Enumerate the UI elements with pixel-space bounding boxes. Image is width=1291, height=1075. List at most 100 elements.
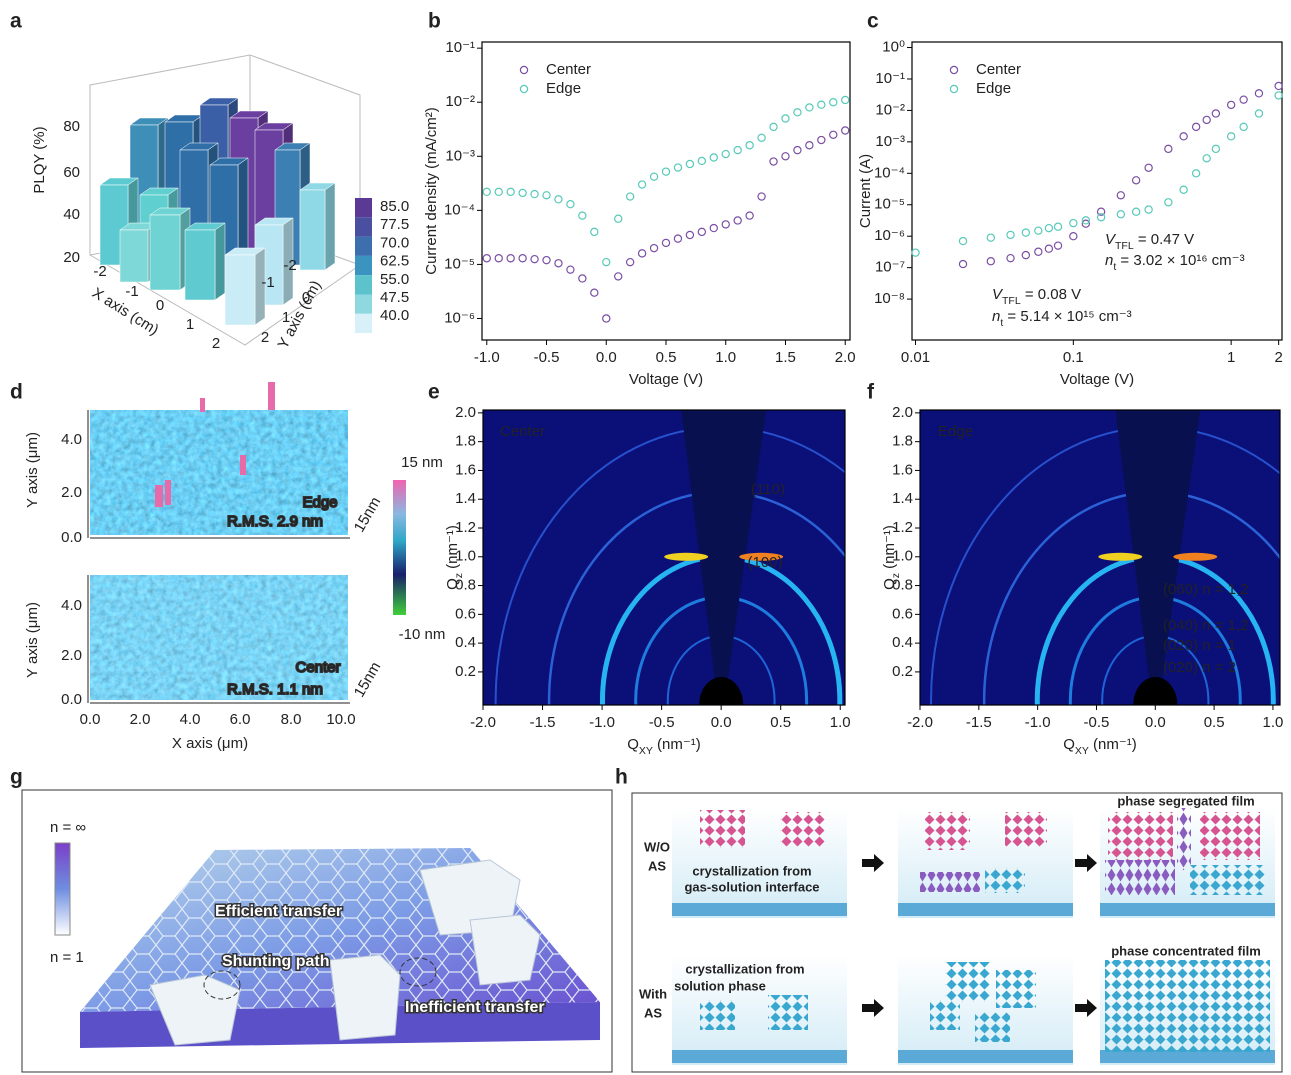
data-point [578, 274, 587, 283]
data-point [769, 157, 778, 166]
phase-blocks [149, 859, 541, 1046]
data-point [566, 199, 575, 209]
panel-label: b [428, 10, 441, 33]
bar3d-plot [89, 54, 361, 346]
colorbar-band [355, 217, 372, 237]
data-point [721, 149, 730, 159]
arrow [862, 999, 884, 1017]
data-point [1211, 109, 1221, 118]
colorbar-tick: 47.5 [380, 289, 409, 306]
x-tick-label: -1.5 [966, 714, 992, 731]
row-label: AS [644, 1005, 662, 1020]
data-point [602, 257, 611, 267]
beam-stop [699, 677, 744, 705]
crystal-cluster [945, 962, 990, 1002]
image-label: Center [500, 423, 545, 440]
rms: R.M.S. 1.1 nm [227, 681, 323, 698]
legend-marker [949, 65, 959, 75]
y-tick-label: 10⁻⁶ [444, 309, 475, 326]
data-point [661, 167, 671, 176]
data-point [697, 156, 707, 166]
data-point [733, 145, 742, 155]
afm-image [90, 575, 348, 700]
x-tick-label: 1.0 [715, 349, 736, 366]
label-part: (nm⁻¹) [881, 525, 898, 573]
axis-label: nt = 3.02 × 10¹⁶ cm⁻³ [1105, 252, 1245, 273]
data-point [542, 191, 551, 200]
substrate [672, 903, 847, 916]
data-point [757, 133, 766, 142]
y-tick-label: 2.0 [892, 404, 913, 421]
colorbar-band [355, 275, 372, 295]
data-point [506, 254, 515, 263]
crystal-cluster [930, 1000, 960, 1030]
substrate [672, 1050, 847, 1063]
y-tick-label: 0.8 [892, 577, 913, 594]
label-part: (nm⁻¹) [1089, 736, 1137, 753]
data-point [1254, 89, 1264, 98]
crystal-cluster [1105, 860, 1175, 895]
label-part: Q [627, 736, 639, 753]
data-point [986, 257, 996, 266]
x-tick-label: 0.0 [1145, 714, 1166, 731]
y-tick-label: 10⁻² [445, 93, 475, 110]
panel-label: d [10, 381, 23, 404]
data-point [793, 108, 802, 117]
x-tick-label: 0.0 [711, 714, 732, 731]
data-point [709, 153, 718, 162]
annotation: (060) n = 1,2 [1163, 581, 1248, 598]
data-point [673, 234, 683, 243]
y-tick-label: 10⁻⁵ [444, 255, 475, 272]
y-tick-label: 0.4 [455, 634, 476, 651]
result: phase concentrated film [1111, 943, 1261, 958]
legend-marker [519, 84, 529, 94]
data-point [1239, 122, 1248, 132]
crystal-cluster [1108, 812, 1173, 860]
colorbar-tick: 77.5 [380, 216, 409, 233]
crystal-cluster [1105, 960, 1270, 1052]
bar3d [149, 207, 191, 291]
hot-spot [664, 552, 709, 561]
data-point [649, 172, 659, 181]
colorbar-band [355, 294, 372, 314]
panel-label: h [615, 766, 628, 789]
data-point [1274, 91, 1283, 100]
data-point [911, 248, 920, 257]
bar-front [149, 214, 181, 291]
data-point [1006, 230, 1015, 240]
data-point [805, 103, 814, 112]
x-tick-label: 1.0 [1263, 714, 1284, 731]
y-tick-label: 1.4 [892, 490, 913, 507]
note: crystallization from [692, 863, 811, 878]
y-tick: 1 [282, 309, 290, 326]
y-tick-label: 1.4 [455, 490, 476, 507]
data-point [1179, 185, 1188, 194]
data-point [554, 195, 563, 204]
data-point [841, 95, 850, 105]
x-tick: 1 [186, 316, 194, 333]
crystal-cluster [920, 872, 980, 892]
bar-side [214, 222, 226, 301]
label-part: = 0.08 V [1021, 286, 1081, 303]
data-point [661, 238, 671, 248]
crystal-cluster [985, 868, 1025, 893]
crystal-cluster [1177, 808, 1191, 870]
row-label: With [639, 986, 667, 1001]
y-tick: 0 [302, 289, 310, 306]
y-tick-label: 0.4 [892, 634, 913, 651]
legend-label: Edge [976, 80, 1011, 97]
colorbar-top: n = ∞ [50, 819, 86, 836]
substrate [1100, 903, 1275, 916]
label-part: TFL [1002, 295, 1021, 307]
data-point [685, 159, 695, 169]
data-point [781, 152, 790, 161]
legend-label: Edge [546, 80, 581, 97]
x-tick: 2 [212, 335, 220, 352]
data-point [1034, 226, 1043, 235]
y-tick-label: 10⁻⁷ [875, 259, 905, 276]
panel-label: e [428, 381, 440, 404]
data-point [829, 130, 838, 139]
x-tick: -2 [93, 263, 106, 280]
y-tick-label: 10⁻¹ [445, 39, 475, 56]
